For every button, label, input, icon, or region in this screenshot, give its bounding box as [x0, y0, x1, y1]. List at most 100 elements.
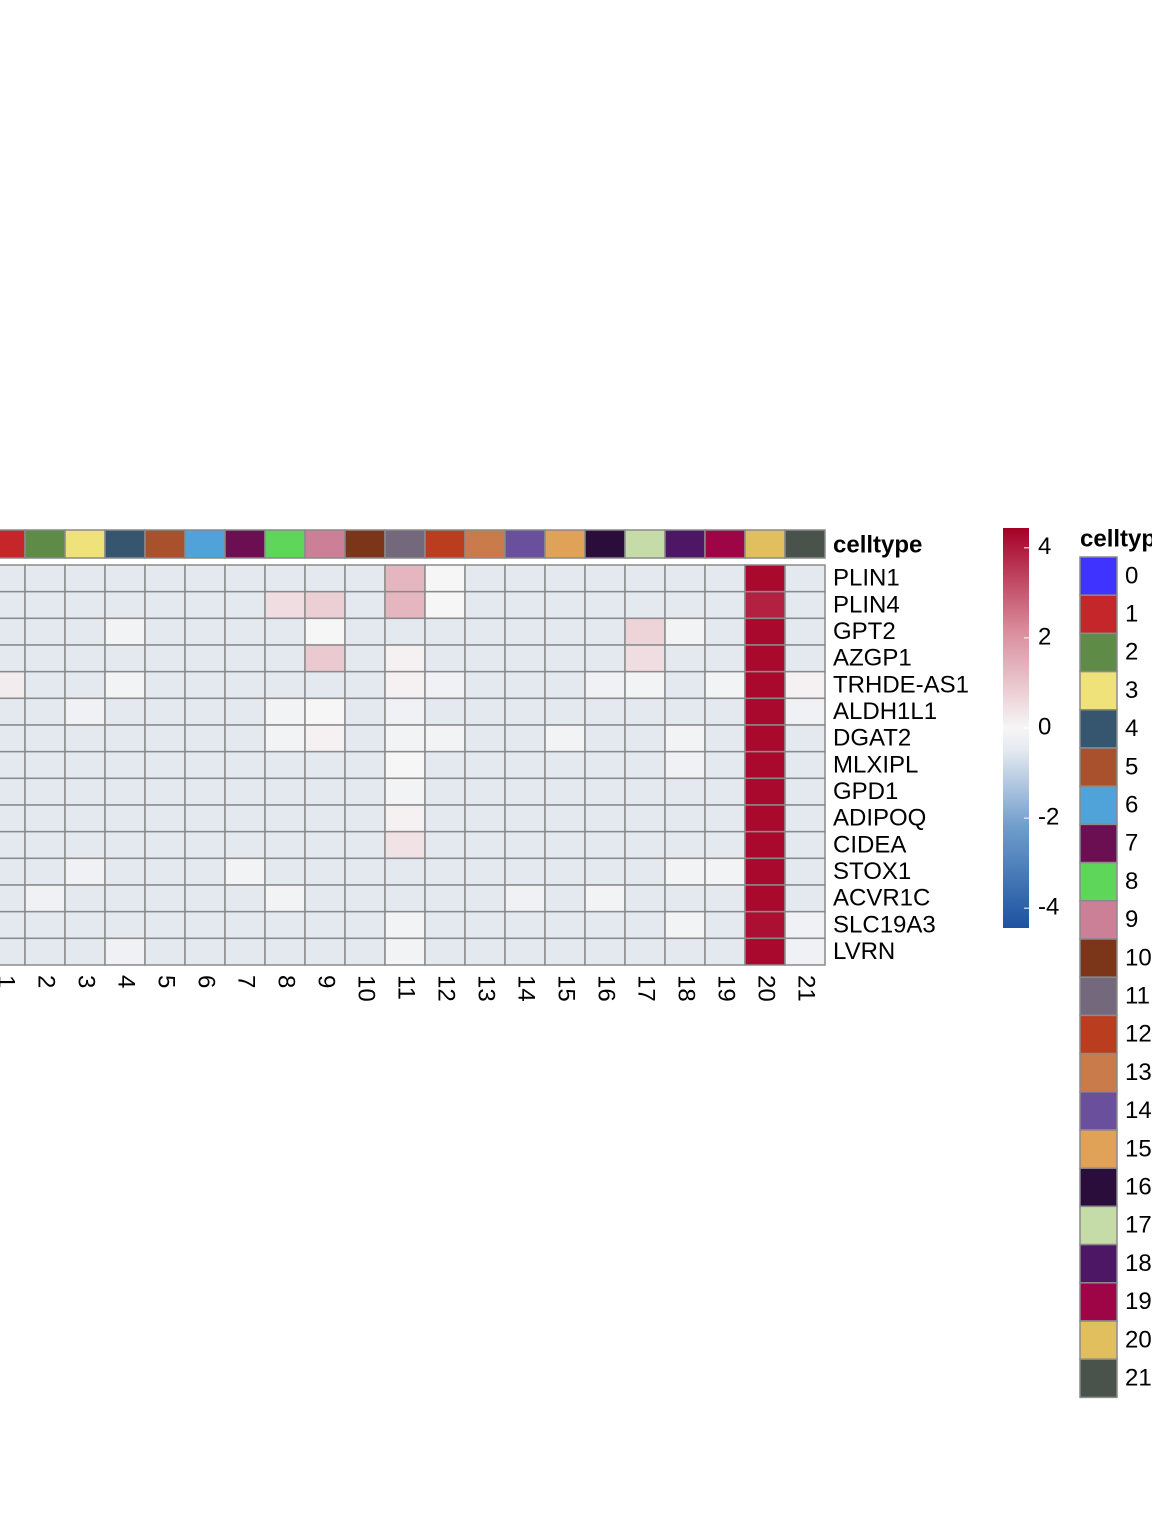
heatmap-cell: [384, 910, 426, 940]
heatmap-cell: [304, 697, 346, 726]
heatmap-cell: [744, 564, 786, 593]
heatmap-cell: [424, 830, 466, 860]
heatmap-cell: [0, 884, 26, 913]
heatmap-cell: [64, 884, 106, 913]
annotation-cell: [784, 529, 826, 559]
annotation-cell: [184, 529, 226, 559]
heatmap-cell: [24, 910, 66, 940]
heatmap-cell: [64, 670, 106, 700]
annotation-cell: [24, 529, 66, 559]
heatmap-cell: [344, 564, 386, 593]
legend-label: 19: [1125, 1288, 1152, 1315]
heatmap-cell: [504, 857, 546, 886]
legend-label: 10: [1125, 944, 1152, 971]
heatmap-cell: [384, 777, 426, 806]
heatmap-cell: [544, 830, 586, 860]
heatmap-cell: [504, 564, 546, 593]
heatmap-cell: [64, 564, 106, 593]
heatmap-cell: [0, 750, 26, 780]
annotation-cell: [344, 529, 386, 559]
heatmap-cell: [624, 804, 666, 833]
row-label: AZGP1: [833, 645, 912, 672]
heatmap-cell: [784, 937, 826, 966]
heatmap-cell: [64, 937, 106, 966]
heatmap-cell: [744, 697, 786, 726]
heatmap-cell: [424, 644, 466, 673]
heatmap-cell: [704, 724, 746, 753]
heatmap-cell: [344, 617, 386, 646]
heatmap-cell: [464, 590, 506, 620]
heatmap-cell: [544, 564, 586, 593]
legend-swatch: [1079, 1205, 1118, 1246]
heatmap-cell: [344, 804, 386, 833]
colorbar-tick-label: -2: [1038, 803, 1059, 830]
heatmap-cell: [0, 670, 26, 700]
legend-label: 3: [1125, 677, 1138, 704]
heatmap-cell: [144, 697, 186, 726]
heatmap-cell: [584, 564, 626, 593]
column-label: 18: [673, 975, 700, 1002]
heatmap-cell: [664, 564, 706, 593]
heatmap-cell: [224, 750, 266, 780]
row-label: CIDEA: [833, 831, 906, 858]
heatmap-cell: [384, 857, 426, 886]
heatmap-cell: [424, 750, 466, 780]
legend-label: 2: [1125, 639, 1138, 666]
heatmap-cell: [624, 617, 666, 646]
heatmap-cell: [304, 857, 346, 886]
heatmap-cell: [704, 884, 746, 913]
legend-label: 12: [1125, 1021, 1152, 1048]
heatmap-cell: [784, 670, 826, 700]
heatmap-cell: [104, 884, 146, 913]
heatmap-cell: [744, 857, 786, 886]
heatmap-cell: [24, 617, 66, 646]
heatmap-cell: [144, 830, 186, 860]
heatmap-cell: [664, 590, 706, 620]
column-label: 6: [193, 975, 220, 988]
heatmap-cell: [0, 590, 26, 620]
heatmap-cell: [504, 724, 546, 753]
heatmap-cell: [144, 777, 186, 806]
heatmap-cell: [424, 617, 466, 646]
annotation-cell: [424, 529, 466, 559]
heatmap-cell: [424, 564, 466, 593]
annotation-cell: [504, 529, 546, 559]
legend-swatch: [1079, 1243, 1118, 1284]
heatmap-cell: [184, 564, 226, 593]
heatmap-cell: [704, 670, 746, 700]
legend-swatch: [1079, 1167, 1118, 1208]
heatmap-cell: [0, 777, 26, 806]
legend-swatch: [1079, 709, 1118, 749]
heatmap-cell: [584, 697, 626, 726]
heatmap-cell: [504, 937, 546, 966]
heatmap-cell: [584, 644, 626, 673]
heatmap-cell: [344, 697, 386, 726]
heatmap-cell: [504, 617, 546, 646]
heatmap-cell: [544, 590, 586, 620]
legend-swatch: [1079, 823, 1118, 864]
annotation-cell: [0, 529, 26, 559]
heatmap-cell: [744, 937, 786, 966]
heatmap-cell: [24, 830, 66, 860]
heatmap-cell: [624, 937, 666, 966]
heatmap-cell: [504, 910, 546, 940]
heatmap-cell: [704, 590, 746, 620]
heatmap-cell: [624, 777, 666, 806]
heatmap-cell: [144, 910, 186, 940]
legend-label: 5: [1125, 753, 1138, 780]
heatmap-cell: [304, 644, 346, 673]
heatmap-cell: [144, 937, 186, 966]
heatmap-cell: [424, 937, 466, 966]
heatmap-cell: [184, 884, 226, 913]
annotation-cell: [544, 529, 586, 559]
heatmap-cell: [184, 644, 226, 673]
heatmap-cell: [64, 750, 106, 780]
heatmap-cell: [344, 670, 386, 700]
annotation-cell: [104, 529, 146, 559]
heatmap-cell: [264, 777, 306, 806]
annotation-cell: [144, 529, 186, 559]
heatmap-cell: [264, 644, 306, 673]
annotation-cell: [464, 529, 506, 559]
heatmap-cell: [584, 884, 626, 913]
heatmap-cell: [464, 670, 506, 700]
